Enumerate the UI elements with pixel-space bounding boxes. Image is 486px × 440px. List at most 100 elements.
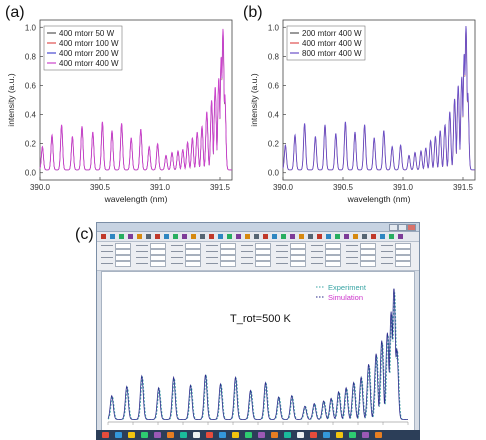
- taskbar-app-icon[interactable]: [154, 432, 161, 438]
- taskbar-app-icon[interactable]: [232, 432, 239, 438]
- control-field[interactable]: [395, 255, 411, 261]
- minimize-button[interactable]: [389, 224, 398, 231]
- toolbar-icon[interactable]: [137, 234, 142, 239]
- control-field[interactable]: [290, 243, 306, 249]
- taskbar-app-icon[interactable]: [219, 432, 226, 438]
- taskbar-app-icon[interactable]: [206, 432, 213, 438]
- toolbar-icon[interactable]: [164, 234, 169, 239]
- taskbar-app-icon[interactable]: [271, 432, 278, 438]
- control-field[interactable]: [290, 249, 306, 255]
- toolbar-icon[interactable]: [254, 234, 259, 239]
- taskbar-app-icon[interactable]: [258, 432, 265, 438]
- toolbar-icon[interactable]: [380, 234, 385, 239]
- toolbar-icon[interactable]: [290, 234, 295, 239]
- toolbar-icon[interactable]: [398, 234, 403, 239]
- control-field[interactable]: [150, 243, 166, 249]
- control-field[interactable]: [185, 255, 201, 261]
- maximize-button[interactable]: [398, 224, 407, 231]
- control-field[interactable]: [220, 243, 236, 249]
- control-field[interactable]: [185, 243, 201, 249]
- control-field[interactable]: [395, 261, 411, 267]
- taskbar-app-icon[interactable]: [362, 432, 369, 438]
- toolbar-icon[interactable]: [128, 234, 133, 239]
- control-field[interactable]: [325, 255, 341, 261]
- control-field[interactable]: [360, 261, 376, 267]
- control-field[interactable]: [115, 261, 131, 267]
- toolbar-icon[interactable]: [218, 234, 223, 239]
- toolbar-icon[interactable]: [389, 234, 394, 239]
- y-tick-label: 0.6: [268, 81, 280, 90]
- toolbar-icon[interactable]: [362, 234, 367, 239]
- toolbar-icon[interactable]: [326, 234, 331, 239]
- toolbar-icon[interactable]: [155, 234, 160, 239]
- control-field[interactable]: [220, 261, 236, 267]
- control-field[interactable]: [185, 261, 201, 267]
- control-field[interactable]: [290, 261, 306, 267]
- taskbar-app-icon[interactable]: [349, 432, 356, 438]
- taskbar-app-icon[interactable]: [336, 432, 343, 438]
- taskbar-app-icon[interactable]: [310, 432, 317, 438]
- toolbar-icon[interactable]: [119, 234, 124, 239]
- toolbar-icon[interactable]: [272, 234, 277, 239]
- toolbar-icon[interactable]: [200, 234, 205, 239]
- control-field[interactable]: [150, 261, 166, 267]
- taskbar-app-icon[interactable]: [323, 432, 330, 438]
- control-field[interactable]: [150, 249, 166, 255]
- toolbar-icon[interactable]: [317, 234, 322, 239]
- taskbar-app-icon[interactable]: [102, 432, 109, 438]
- control-field[interactable]: [115, 255, 131, 261]
- taskbar-app-icon[interactable]: [180, 432, 187, 438]
- toolbar-icon[interactable]: [299, 234, 304, 239]
- control-field[interactable]: [115, 249, 131, 255]
- taskbar-app-icon[interactable]: [167, 432, 174, 438]
- toolbar-icon[interactable]: [146, 234, 151, 239]
- taskbar-app-icon[interactable]: [193, 432, 200, 438]
- x-axis-title: wavelength (nm): [104, 194, 168, 204]
- toolbar-icon[interactable]: [101, 234, 106, 239]
- toolbar-icon[interactable]: [281, 234, 286, 239]
- control-field[interactable]: [325, 261, 341, 267]
- control-field[interactable]: [255, 261, 271, 267]
- control-field[interactable]: [150, 255, 166, 261]
- taskbar-app-icon[interactable]: [297, 432, 304, 438]
- toolbar-icon[interactable]: [263, 234, 268, 239]
- control-field[interactable]: [325, 249, 341, 255]
- control-field[interactable]: [325, 243, 341, 249]
- taskbar-app-icon[interactable]: [375, 432, 382, 438]
- toolbar-icon[interactable]: [245, 234, 250, 239]
- control-label: [136, 251, 148, 252]
- toolbar-icon[interactable]: [227, 234, 232, 239]
- control-label: [171, 263, 183, 264]
- toolbar-icon[interactable]: [182, 234, 187, 239]
- control-field[interactable]: [360, 243, 376, 249]
- control-field[interactable]: [255, 249, 271, 255]
- taskbar-app-icon[interactable]: [115, 432, 122, 438]
- toolbar-icon[interactable]: [335, 234, 340, 239]
- toolbar-icon[interactable]: [308, 234, 313, 239]
- toolbar-icon[interactable]: [371, 234, 376, 239]
- control-field[interactable]: [395, 243, 411, 249]
- control-field[interactable]: [255, 255, 271, 261]
- toolbar-icon[interactable]: [173, 234, 178, 239]
- toolbar-icon[interactable]: [209, 234, 214, 239]
- toolbar-icon[interactable]: [344, 234, 349, 239]
- control-field[interactable]: [115, 243, 131, 249]
- taskbar-app-icon[interactable]: [284, 432, 291, 438]
- toolbar-icon[interactable]: [353, 234, 358, 239]
- control-field[interactable]: [255, 243, 271, 249]
- toolbar-icon[interactable]: [110, 234, 115, 239]
- taskbar-app-icon[interactable]: [245, 432, 252, 438]
- taskbar-app-icon[interactable]: [141, 432, 148, 438]
- control-field[interactable]: [220, 255, 236, 261]
- control-field[interactable]: [185, 249, 201, 255]
- control-field[interactable]: [220, 249, 236, 255]
- control-label: [346, 245, 358, 246]
- control-field[interactable]: [360, 249, 376, 255]
- taskbar-app-icon[interactable]: [128, 432, 135, 438]
- control-field[interactable]: [360, 255, 376, 261]
- control-field[interactable]: [395, 249, 411, 255]
- close-button[interactable]: [407, 224, 416, 231]
- toolbar-icon[interactable]: [191, 234, 196, 239]
- control-field[interactable]: [290, 255, 306, 261]
- toolbar-icon[interactable]: [236, 234, 241, 239]
